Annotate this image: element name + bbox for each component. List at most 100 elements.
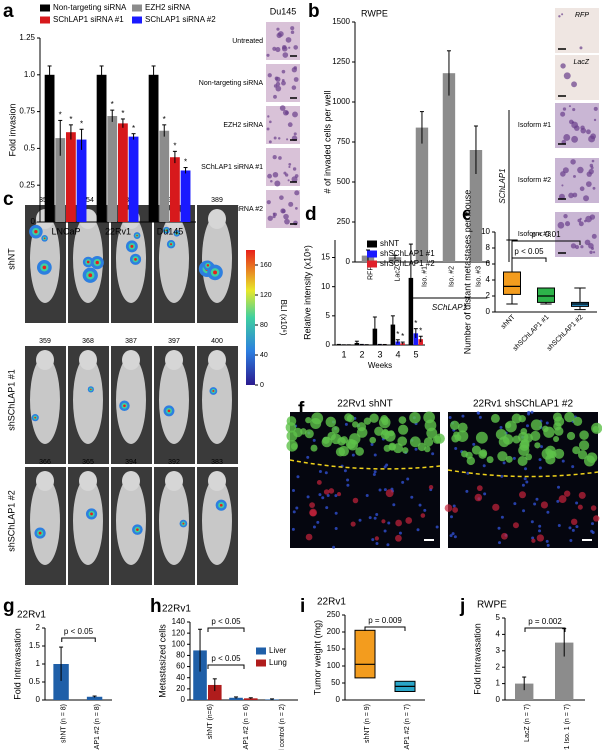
cell-dot: [274, 180, 281, 187]
tumor-cell: [512, 435, 521, 444]
nucleus: [521, 483, 525, 487]
bar: [244, 698, 258, 700]
legend-label: shSChLAP1 #1: [380, 249, 435, 258]
cell-dot: [272, 46, 277, 51]
p-value: p = 0.002: [528, 617, 562, 626]
tumor-cell: [331, 425, 340, 434]
nucleus: [306, 455, 310, 459]
tumor-cell: [453, 431, 460, 438]
cell-dot: [269, 120, 272, 124]
signal-peak: [38, 531, 42, 535]
x-tick-label: 5: [413, 349, 418, 359]
tumor-cell: [417, 442, 427, 452]
cell-dot: [561, 13, 564, 16]
tumor-cell: [490, 413, 500, 423]
cell-dot: [279, 105, 286, 111]
mouse-head: [165, 350, 183, 370]
nucleus: [533, 502, 537, 506]
colorbar-tick-label: 40: [260, 352, 268, 359]
nucleus: [318, 469, 322, 473]
cell-dot: [578, 221, 584, 227]
nucleus: [538, 524, 542, 528]
panel-letter: a: [3, 1, 14, 22]
legend-label: Non-targeting siRNA: [53, 3, 127, 12]
tumor-cell: [475, 431, 488, 444]
x-tick-label: 22Rv1: [105, 226, 131, 236]
nucleus: [556, 499, 560, 503]
significance-mark: *: [111, 100, 114, 109]
tumor-cell: [340, 436, 348, 444]
cell-dot: [577, 218, 582, 223]
nucleus: [431, 452, 435, 456]
y-tick-label: 1: [36, 659, 41, 668]
tumor-cell: [346, 414, 355, 423]
tumor-cell: [497, 451, 508, 462]
nucleus: [523, 477, 527, 481]
nucleus: [378, 488, 382, 492]
nucleus: [332, 545, 336, 549]
signal-peak: [95, 260, 99, 265]
stroma: [512, 522, 519, 529]
x-tick-label: 2: [359, 349, 364, 359]
tumor-cell: [423, 437, 434, 447]
cell-dot: [273, 136, 277, 140]
y-tick-label: 0.25: [19, 180, 35, 189]
nucleus: [522, 509, 526, 513]
bar: [170, 157, 180, 222]
signal-peak: [86, 260, 90, 264]
cell-dot: [291, 67, 297, 73]
signal-peak: [175, 232, 178, 235]
p-value: p < 0.05: [64, 627, 94, 636]
mouse-body: [202, 356, 232, 444]
y-tick-label: 120: [172, 628, 186, 637]
p-value: p < 0.05: [514, 247, 544, 256]
nucleus: [546, 543, 550, 547]
nucleus: [497, 526, 501, 530]
bar: [388, 257, 402, 262]
panel-letter: h: [150, 596, 162, 617]
cell-dot: [557, 221, 565, 229]
cell-dot: [273, 84, 278, 88]
boundary: [447, 469, 599, 478]
cell-dot: [592, 251, 596, 254]
x-tick-label: SChLAP1 Iso. 1 (n = 7): [564, 704, 571, 750]
cell-dot: [579, 46, 583, 50]
group-label: SChLAP1: [498, 168, 507, 203]
tumor-cell: [398, 424, 409, 435]
y-tick-label: 0: [326, 340, 331, 349]
cell-dot: [290, 30, 295, 34]
tumor-cell: [518, 414, 526, 423]
y-tick-label: 1.0: [24, 70, 36, 79]
stroma: [316, 479, 322, 485]
cell-dot: [584, 219, 587, 223]
nucleus: [575, 525, 579, 529]
cell-dot: [564, 221, 571, 227]
legend-label: EZH2 siRNA: [145, 3, 191, 12]
significance-mark: *: [163, 115, 166, 124]
nucleus: [472, 442, 476, 446]
nucleus: [451, 532, 455, 536]
nucleus: [568, 526, 572, 530]
stroma: [381, 519, 386, 524]
signal-peak: [90, 388, 92, 391]
tumor-cell: [543, 426, 555, 438]
nucleus: [454, 446, 458, 450]
cell-dot: [589, 250, 593, 254]
boundary: [289, 459, 441, 470]
stroma: [452, 507, 459, 513]
cell-dot: [568, 192, 574, 199]
cell-dot: [573, 174, 576, 178]
tumor-cell: [479, 449, 488, 457]
mouse-id: 359: [39, 338, 51, 345]
bar: [53, 664, 69, 700]
nucleus: [557, 485, 561, 489]
nucleus: [476, 411, 480, 415]
y-tick-label: 50: [331, 678, 340, 687]
nucleus: [383, 465, 387, 469]
nucleus: [296, 475, 300, 479]
cell-dot: [288, 201, 294, 207]
x-tick-label: RFP: [367, 266, 374, 280]
bar: [515, 683, 534, 700]
signal-peak: [34, 229, 38, 234]
y-tick-label: 0: [31, 217, 36, 226]
